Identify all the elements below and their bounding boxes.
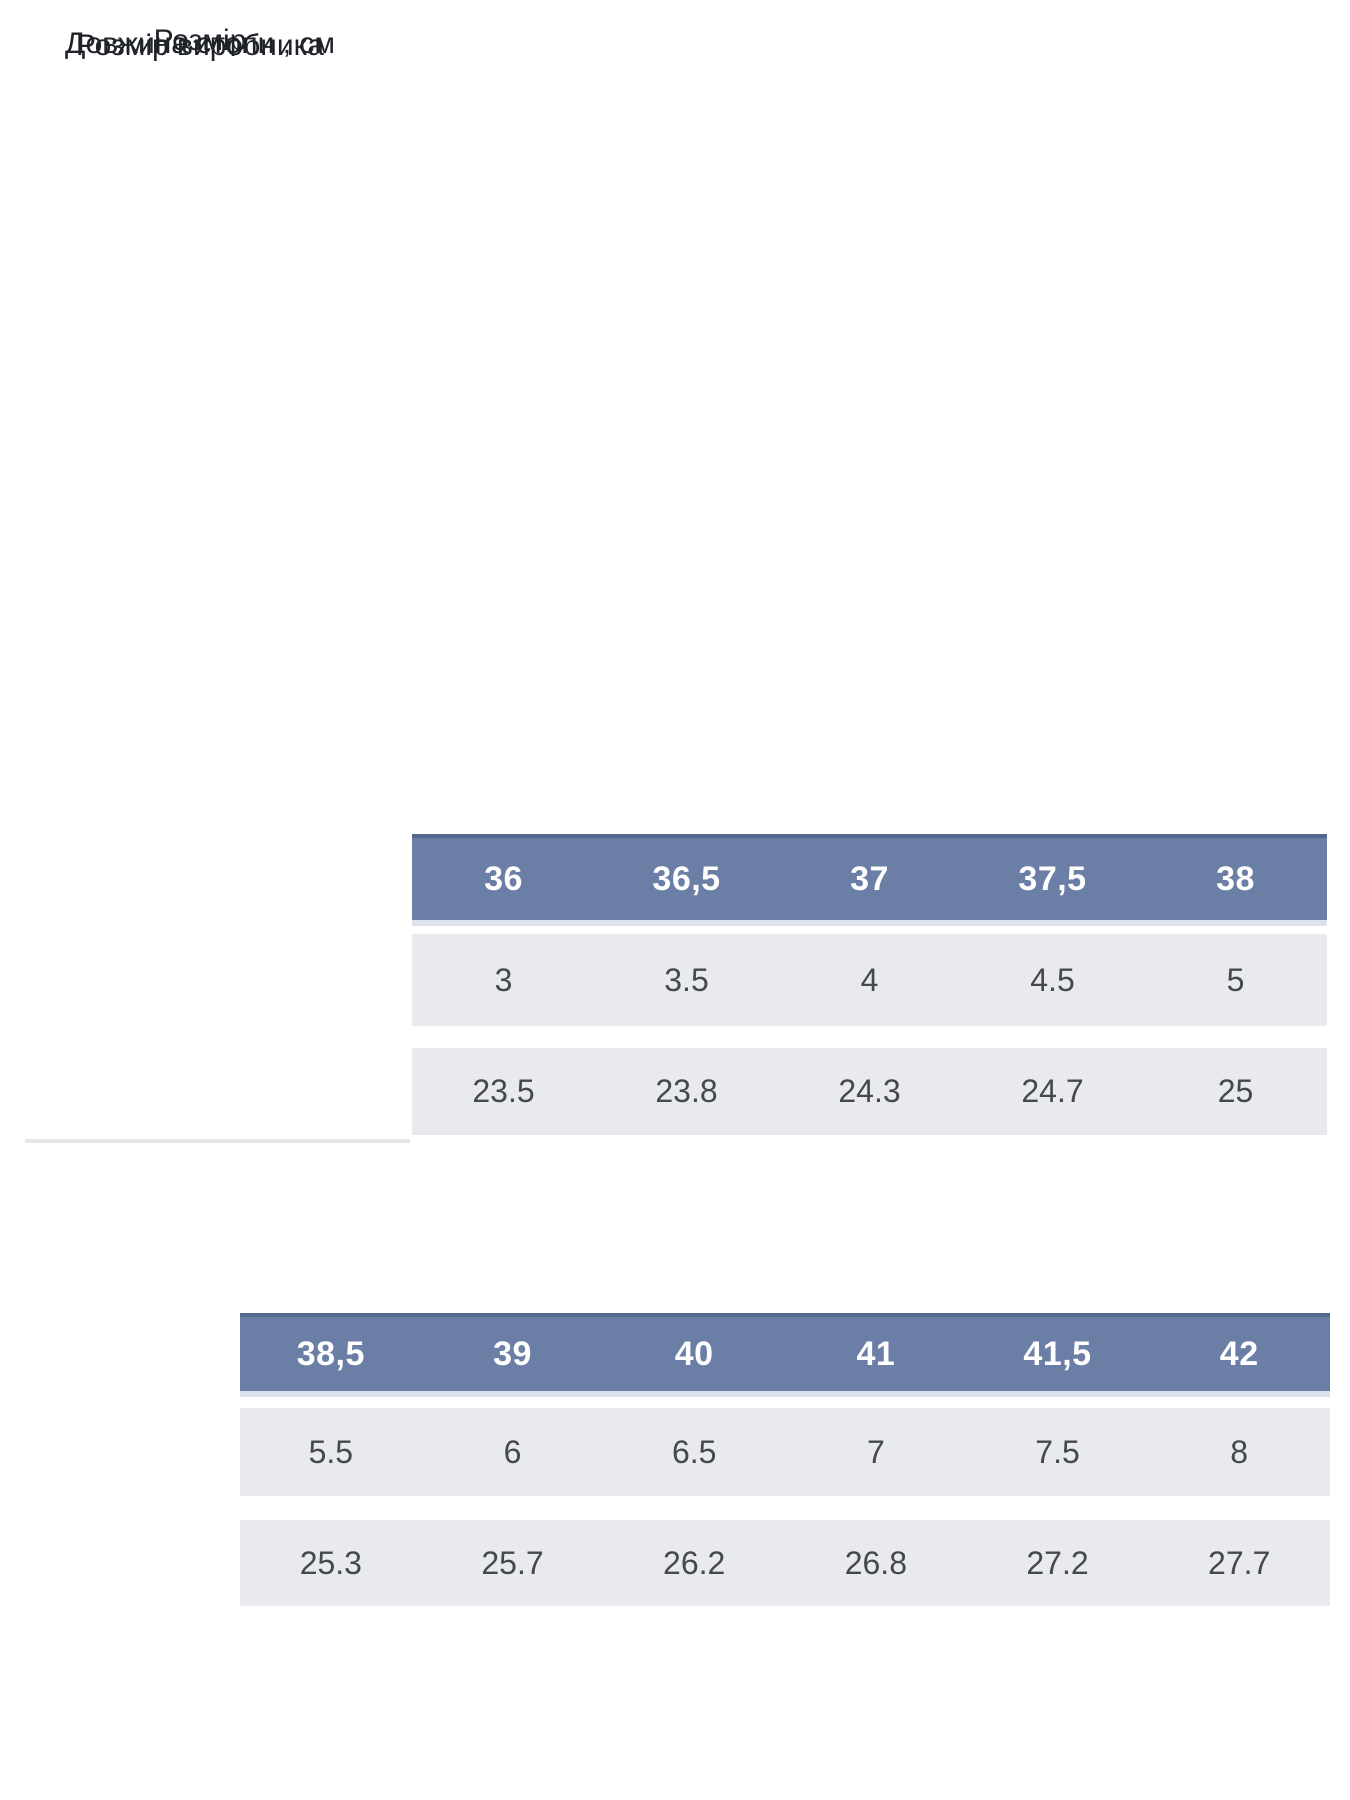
table2-manufacturer-size-row: 5.5 6 6.5 7 7.5 8	[240, 1408, 1330, 1496]
table1-row-label-foot-length: Довжина стопи , см	[64, 26, 336, 60]
manufacturer-size-cell: 5	[1226, 961, 1245, 998]
table1-size-header-row: 36 36,5 37 37,5 38	[412, 834, 1327, 920]
size-header-cell: 37,5	[1018, 859, 1087, 898]
table1-row-label-size: Розмір	[153, 24, 247, 57]
foot-length-cell: 23.8	[655, 1073, 718, 1109]
foot-length-cell: 25.7	[481, 1544, 544, 1581]
size-header-cell: 37	[850, 859, 889, 898]
foot-length-cell: 26.8	[844, 1544, 907, 1581]
foot-length-cell: 27.2	[1026, 1544, 1089, 1581]
manufacturer-size-cell: 3	[494, 961, 513, 998]
size-header-cell: 38	[1216, 859, 1255, 898]
size-header-cell: 40	[674, 1334, 714, 1373]
manufacturer-size-cell: 8	[1230, 1433, 1249, 1470]
manufacturer-size-cell: 7.5	[1035, 1433, 1080, 1470]
manufacturer-size-cell: 6.5	[671, 1433, 717, 1470]
foot-length-cell: 27.7	[1208, 1544, 1271, 1581]
table2-foot-length-row: 25.3 25.7 26.2 26.8 27.2 27.7	[240, 1520, 1330, 1606]
size-header-cell: 36,5	[652, 859, 721, 898]
manufacturer-size-cell: 6	[503, 1433, 522, 1470]
foot-length-cell: 25	[1217, 1073, 1254, 1109]
table1-row-label-manufacturer-size: Розмір виробника	[75, 29, 325, 62]
foot-length-cell: 24.7	[1021, 1073, 1084, 1109]
table1-label-underline	[25, 1139, 410, 1143]
foot-length-cell: 25.3	[299, 1544, 362, 1581]
manufacturer-size-cell: 3.5	[664, 961, 709, 998]
size-header-cell: 39	[493, 1334, 532, 1373]
manufacturer-size-cell: 7	[866, 1433, 885, 1470]
manufacturer-size-cell: 4	[860, 961, 879, 998]
size-header-cell: 41,5	[1023, 1334, 1092, 1373]
table2-header-shadow	[240, 1391, 1330, 1397]
size-header-cell: 42	[1219, 1334, 1259, 1373]
foot-length-cell: 24.3	[838, 1073, 901, 1109]
table1-header-shadow	[412, 920, 1327, 926]
foot-length-cell: 23.5	[472, 1073, 535, 1109]
table1-foot-length-row: 23.5 23.8 24.3 24.7 25	[412, 1048, 1327, 1135]
table2-size-header-row: 38,5 39 40 41 41,5 42	[240, 1313, 1330, 1391]
size-header-cell: 41	[856, 1334, 896, 1373]
foot-length-cell: 26.2	[663, 1544, 726, 1581]
table1-manufacturer-size-row: 3 3.5 4 4.5 5	[412, 934, 1327, 1026]
size-header-cell: 38,5	[296, 1334, 365, 1373]
manufacturer-size-cell: 4.5	[1030, 961, 1075, 998]
manufacturer-size-cell: 5.5	[308, 1433, 354, 1470]
size-header-cell: 36	[484, 859, 523, 898]
